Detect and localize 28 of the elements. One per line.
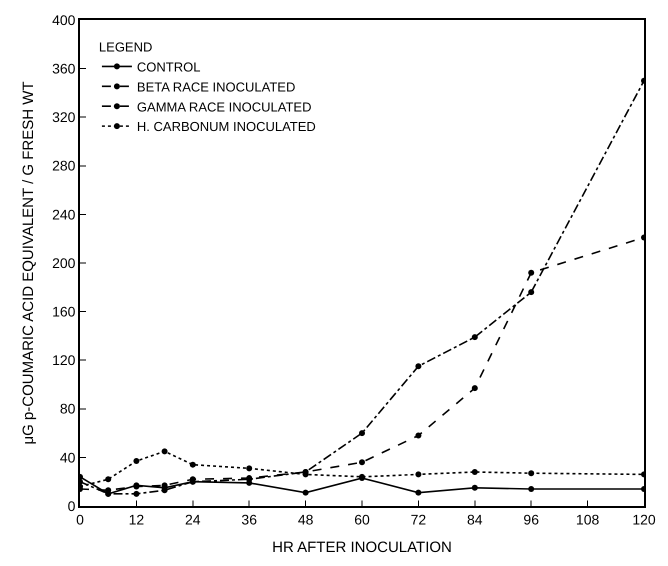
x-tick-label: 12 (128, 512, 144, 528)
y-tick-label: 400 (52, 12, 76, 28)
x-tick-label: 84 (467, 512, 483, 528)
x-tick-label: 60 (354, 512, 370, 528)
legend-label: BETA RACE INOCULATED (136, 79, 296, 94)
y-tick-label: 360 (52, 60, 76, 76)
x-tick-label: 72 (410, 512, 426, 528)
x-tick-label: 36 (241, 512, 258, 528)
y-tick-label: 120 (52, 352, 76, 368)
legend-title: LEGEND (98, 39, 152, 54)
y-tick-label: 320 (52, 109, 76, 126)
x-tick-label: 24 (185, 512, 201, 528)
y-tick-label: 240 (52, 206, 76, 222)
x-tick-label: 120 (632, 512, 656, 528)
y-tick-label: 280 (52, 158, 76, 174)
legend-label: GAMMA RACE INOCULATED (136, 99, 312, 114)
y-tick-label: 0 (68, 498, 76, 514)
x-axis-title: HR AFTER INOCULATION (272, 539, 452, 556)
y-tick-label: 80 (60, 400, 76, 417)
x-tick-label: 108 (576, 512, 600, 528)
x-tick-label: 96 (523, 512, 540, 528)
x-tick-label: 48 (298, 512, 314, 528)
legend-label: H. CARBONUM INOCULATED (136, 119, 316, 134)
legend-label: CONTROL (136, 60, 200, 74)
y-tick-label: 160 (52, 304, 76, 320)
y-tick-label: 40 (60, 449, 76, 466)
y-axis-title: μG p-COUMARIC ACID EQUIVALENT / G FRESH WT (20, 81, 37, 445)
y-tick-label: 200 (52, 254, 76, 271)
